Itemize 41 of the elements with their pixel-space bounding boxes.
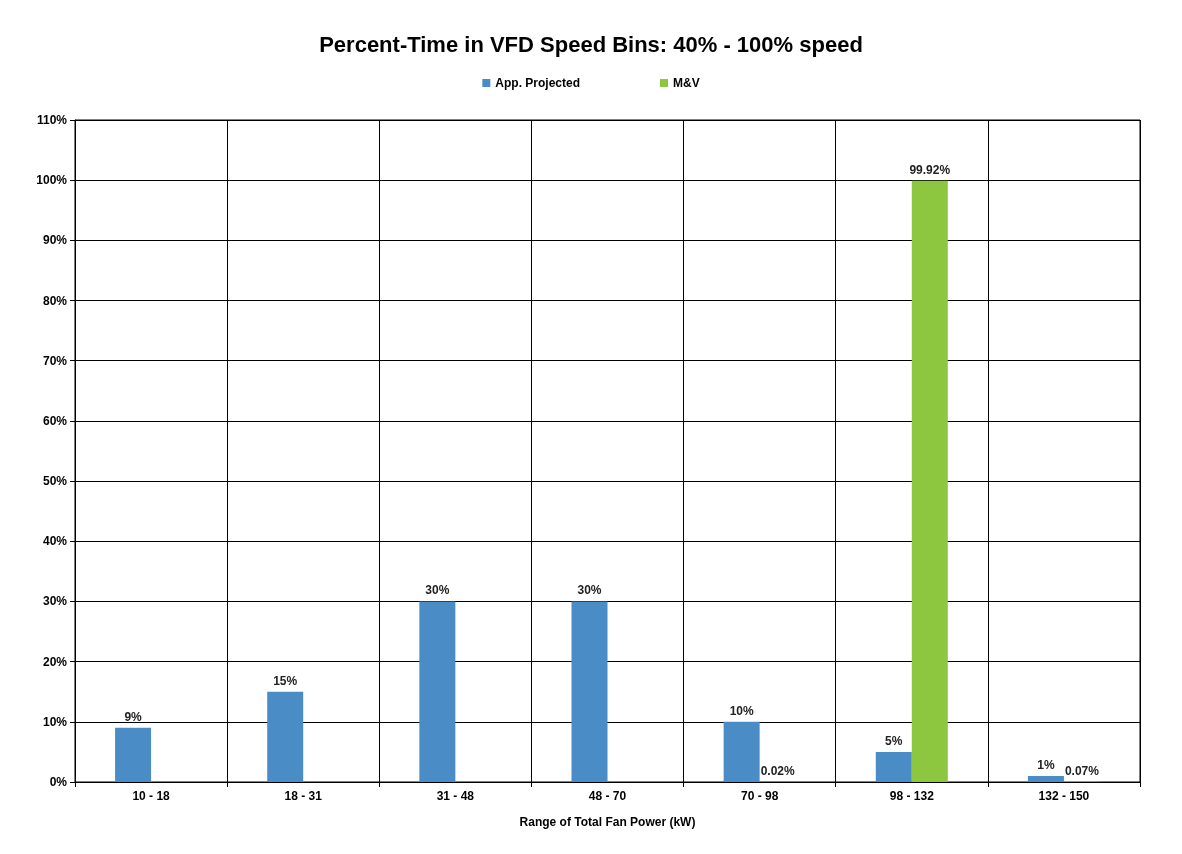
bar: [911, 180, 948, 782]
data-label: 10%: [729, 703, 754, 718]
y-tick-label: 40%: [42, 534, 68, 549]
y-tick-label: 50%: [42, 474, 68, 489]
data-label: 30%: [577, 583, 602, 598]
data-label: 9%: [124, 709, 143, 724]
y-tick-label: 80%: [42, 293, 68, 308]
bar: [723, 721, 760, 782]
bar: [267, 691, 304, 782]
data-label: 0.02%: [760, 763, 795, 778]
x-tick-label: 10 - 18: [132, 789, 171, 803]
bar: [419, 601, 456, 782]
y-tick-label: 70%: [42, 353, 68, 368]
y-tick-label: 10%: [42, 714, 68, 729]
y-tick-label: 0%: [49, 775, 68, 789]
y-tick-label: 110%: [36, 113, 68, 127]
data-label: 30%: [425, 583, 450, 598]
y-tick-label: 90%: [42, 233, 68, 248]
y-tick-label: 30%: [42, 594, 68, 609]
x-tick-label: 48 - 70: [588, 789, 627, 803]
y-tick-label: 100%: [36, 173, 68, 188]
bar: [875, 751, 912, 782]
bar: [1027, 775, 1064, 782]
x-tick-label: 70 - 98: [740, 789, 779, 803]
data-label: 0.07%: [1064, 763, 1100, 778]
x-tick-label: 132 - 150: [1038, 789, 1090, 803]
legend-label: App. Projected: [495, 76, 581, 90]
x-tick-label: 98 - 132: [889, 789, 935, 803]
y-tick-label: 20%: [42, 654, 68, 669]
x-tick-label: 31 - 48: [436, 789, 475, 803]
bar: [571, 601, 608, 782]
x-tick-label: 18 - 31: [284, 789, 323, 803]
data-label: 99.92%: [909, 162, 951, 177]
bar: [115, 727, 152, 782]
data-label: 15%: [273, 673, 298, 688]
data-label: 1%: [1037, 757, 1055, 772]
y-tick-label: 60%: [42, 413, 68, 428]
x-axis-title: Range of Total Fan Power (kW): [519, 815, 696, 829]
chart-title: Percent-Time in VFD Speed Bins: 40% - 100% speed: [319, 31, 863, 57]
data-label: 5%: [885, 733, 903, 748]
legend-label: M&V: [673, 76, 700, 90]
